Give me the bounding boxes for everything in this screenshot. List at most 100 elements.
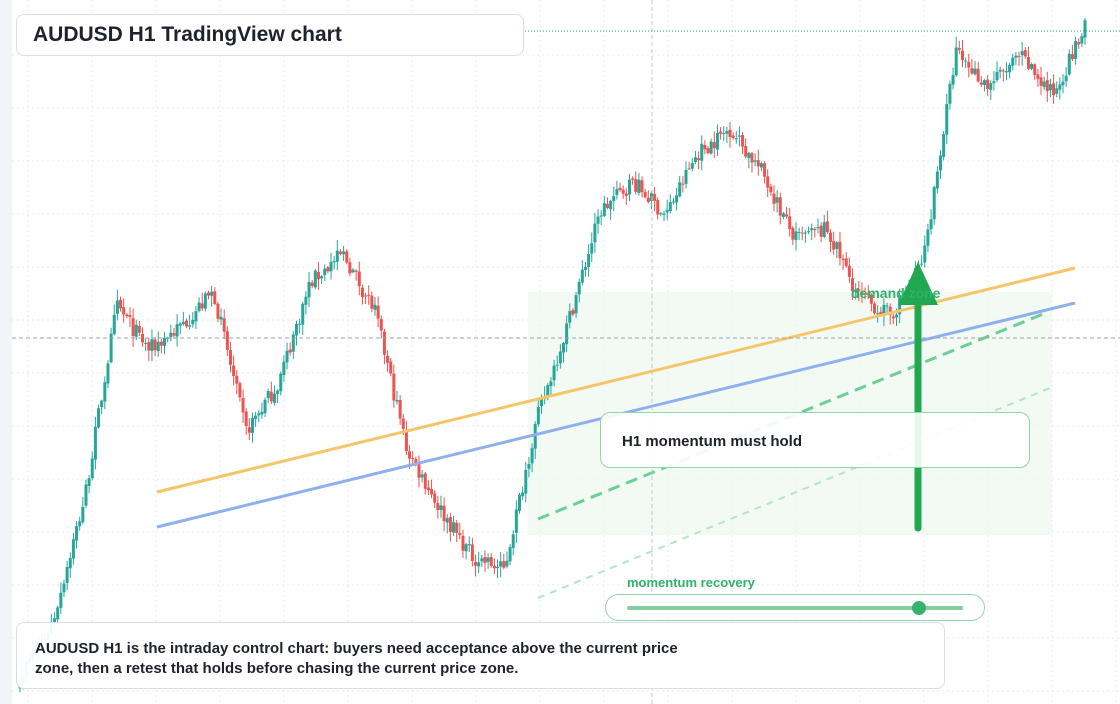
candle-down — [866, 293, 870, 295]
candle-up — [549, 381, 553, 387]
candle-down — [656, 200, 660, 215]
candle-up — [753, 160, 757, 162]
candle-down — [269, 391, 273, 402]
candle-down — [813, 228, 817, 230]
candle-up — [794, 231, 798, 241]
candle-up — [373, 304, 377, 310]
bottom-note-text: AUDUSD H1 is the intraday control chart:… — [35, 640, 678, 677]
candle-down — [769, 186, 773, 193]
candle-up — [948, 83, 952, 104]
candle-up — [332, 261, 336, 263]
candle-down — [345, 251, 349, 263]
candle-up — [775, 197, 779, 203]
slider-track[interactable] — [627, 601, 963, 615]
candle-up — [71, 539, 75, 559]
momentum-slider[interactable] — [605, 594, 985, 621]
slider-thumb[interactable] — [912, 601, 927, 615]
candle-down — [392, 373, 396, 401]
candle-up — [329, 261, 333, 272]
candle-down — [411, 458, 415, 460]
candle-up — [272, 393, 276, 403]
candle-down — [382, 331, 386, 355]
candle-down — [624, 193, 628, 196]
candle-up — [693, 157, 697, 163]
candle-down — [960, 50, 964, 61]
candle-up — [68, 558, 72, 569]
candle-down — [354, 270, 358, 272]
candle-down — [228, 350, 232, 365]
candle-up — [467, 544, 471, 546]
candle-down — [857, 288, 861, 291]
candle-up — [1074, 41, 1078, 59]
candle-up — [291, 334, 295, 352]
candle-down — [766, 176, 770, 188]
candle-up — [807, 231, 811, 233]
candle-up — [156, 341, 160, 352]
candle-down — [433, 493, 437, 503]
candle-down — [216, 303, 220, 319]
candle-up — [715, 132, 719, 150]
candle-down — [364, 295, 368, 297]
left-edge-strip — [0, 0, 12, 704]
candle-down — [785, 214, 789, 217]
candle-down — [241, 397, 245, 413]
chart-title: AUDUSD H1 TradingView chart — [33, 23, 342, 46]
candle-down — [386, 355, 390, 363]
candle-down — [348, 262, 352, 274]
candle-up — [1004, 71, 1008, 73]
candle-down — [851, 278, 855, 292]
candle-up — [992, 81, 996, 84]
candle-up — [1067, 53, 1071, 75]
candle-up — [587, 253, 591, 268]
candle-up — [103, 382, 107, 402]
candle-up — [320, 276, 324, 279]
candle-up — [260, 411, 264, 415]
candle-down — [213, 291, 217, 305]
candle-up — [335, 250, 339, 262]
candle-up — [279, 373, 283, 392]
candle-up — [678, 182, 682, 197]
demand-zone-label: demand zone — [851, 285, 941, 301]
candle-down — [137, 325, 141, 333]
candle-down — [891, 316, 895, 319]
candle-up — [822, 222, 826, 237]
candle-up — [191, 319, 195, 325]
candle-up — [282, 361, 286, 375]
candle-up — [722, 133, 726, 135]
candle-up — [737, 135, 741, 137]
candle-down — [844, 258, 848, 267]
candle-up — [342, 251, 346, 255]
candle-up — [854, 289, 858, 292]
candle-down — [621, 189, 625, 194]
candle-up — [590, 243, 594, 254]
candle-up — [1020, 51, 1024, 56]
candle-down — [646, 197, 650, 203]
candle-up — [524, 469, 528, 494]
candle-down — [873, 303, 877, 314]
candle-down — [744, 145, 748, 157]
candle-down — [605, 203, 609, 208]
candle-down — [316, 271, 320, 280]
candle-up — [486, 557, 490, 562]
candle-up — [989, 83, 993, 90]
candle-up — [609, 200, 613, 210]
candle-up — [163, 337, 167, 346]
candle-up — [1061, 81, 1065, 86]
candle-up — [144, 342, 148, 344]
candle-down — [750, 153, 754, 163]
candle-up — [304, 296, 308, 305]
candle-up — [533, 423, 537, 449]
candle-down — [1070, 54, 1074, 60]
candle-down — [200, 303, 204, 309]
candle-down — [370, 295, 374, 309]
candle-up — [62, 583, 66, 593]
candle-up — [1058, 84, 1062, 90]
candle-down — [414, 459, 418, 464]
candle-up — [803, 232, 807, 234]
candle-down — [681, 183, 685, 185]
candle-up — [926, 229, 930, 246]
candle-down — [778, 197, 782, 216]
candle-up — [1080, 36, 1084, 44]
candle-down — [841, 258, 845, 260]
candle-down — [455, 522, 459, 533]
